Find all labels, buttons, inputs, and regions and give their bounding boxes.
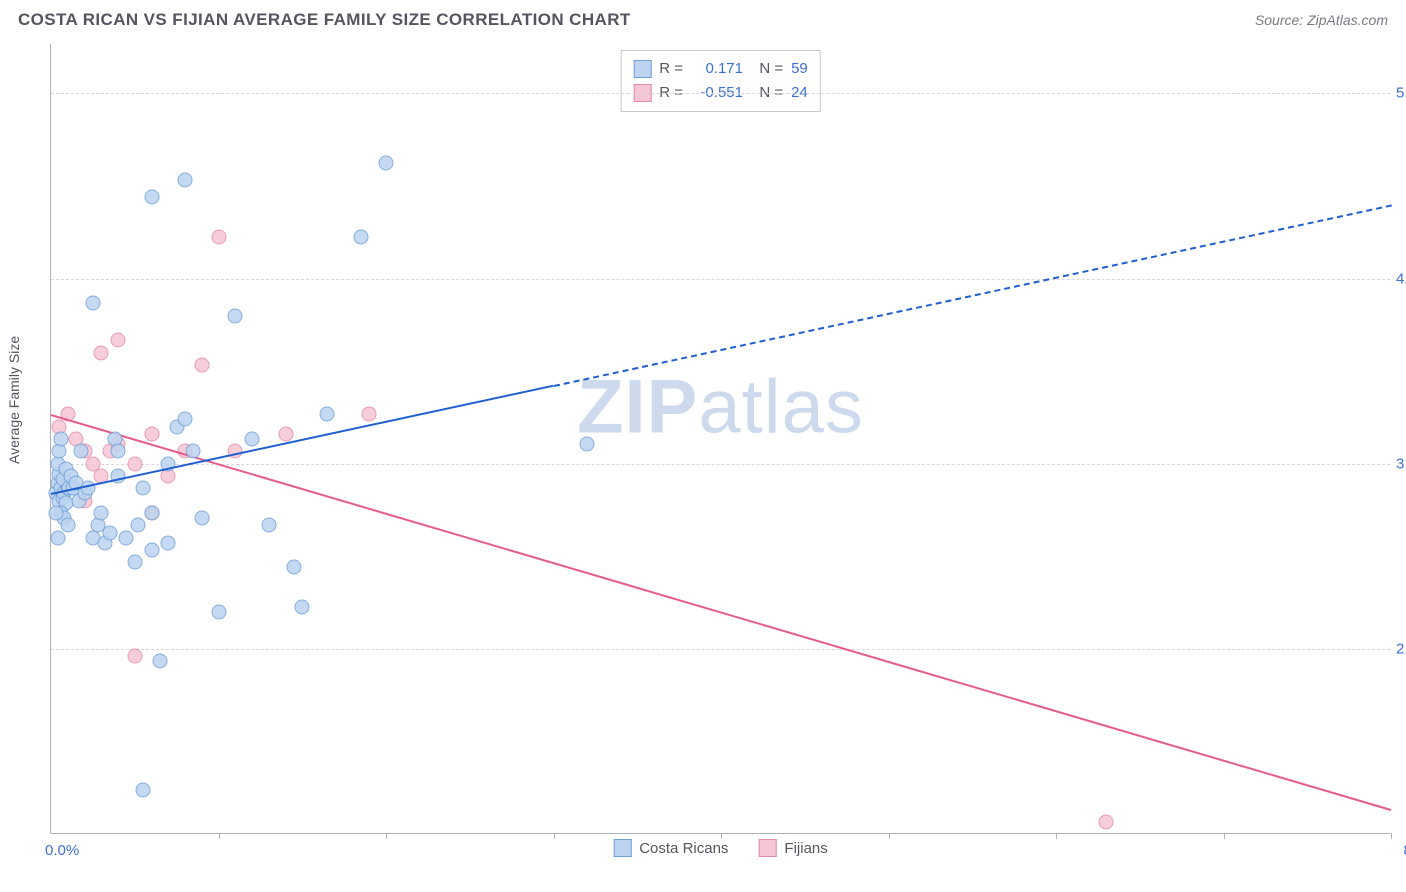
scatter-point-fijians: [111, 333, 126, 348]
gridline: [51, 93, 1390, 94]
gridline: [51, 279, 1390, 280]
scatter-point-costa_ricans: [353, 229, 368, 244]
scatter-point-costa_ricans: [152, 654, 167, 669]
scatter-point-costa_ricans: [286, 560, 301, 575]
scatter-point-costa_ricans: [136, 782, 151, 797]
x-tick: [1224, 833, 1225, 839]
scatter-point-costa_ricans: [178, 172, 193, 187]
scatter-point-costa_ricans: [211, 604, 226, 619]
scatter-point-costa_ricans: [295, 599, 310, 614]
n-label: N =: [751, 57, 783, 81]
x-tick: [1391, 833, 1392, 839]
watermark-rest: atlas: [698, 364, 864, 449]
scatter-point-fijians: [127, 456, 142, 471]
scatter-point-costa_ricans: [379, 155, 394, 170]
trend-line-costa_ricans: [51, 385, 554, 495]
scatter-point-costa_ricans: [49, 506, 64, 521]
trend-line-fijians: [51, 414, 1392, 811]
watermark: ZIPatlas: [577, 363, 864, 450]
legend-swatch: [758, 839, 776, 857]
y-tick-label: 5.00: [1396, 85, 1406, 102]
scatter-point-costa_ricans: [261, 518, 276, 533]
scatter-point-fijians: [94, 345, 109, 360]
scatter-point-fijians: [211, 229, 226, 244]
legend-swatch: [633, 60, 651, 78]
source-attribution: Source: ZipAtlas.com: [1255, 12, 1388, 28]
legend-swatch: [613, 839, 631, 857]
x-axis-min-label: 0.0%: [45, 842, 79, 859]
legend-item: Fijians: [758, 839, 827, 857]
x-tick: [721, 833, 722, 839]
scatter-point-costa_ricans: [111, 444, 126, 459]
scatter-point-fijians: [144, 427, 159, 442]
scatter-point-fijians: [194, 357, 209, 372]
x-tick: [554, 833, 555, 839]
scatter-point-costa_ricans: [60, 518, 75, 533]
scatter-point-costa_ricans: [102, 525, 117, 540]
scatter-point-fijians: [362, 407, 377, 422]
x-tick: [219, 833, 220, 839]
x-tick: [1056, 833, 1057, 839]
y-tick-label: 3.50: [1396, 455, 1406, 472]
scatter-point-costa_ricans: [144, 543, 159, 558]
scatter-point-costa_ricans: [320, 407, 335, 422]
gridline: [51, 464, 1390, 465]
x-tick: [889, 833, 890, 839]
header: COSTA RICAN VS FIJIAN AVERAGE FAMILY SIZ…: [0, 0, 1406, 34]
gridline: [51, 649, 1390, 650]
r-label: R =: [659, 57, 683, 81]
chart-title: COSTA RICAN VS FIJIAN AVERAGE FAMILY SIZ…: [18, 10, 631, 30]
trend-line-costa_ricans: [553, 204, 1391, 386]
y-tick-label: 4.25: [1396, 270, 1406, 287]
scatter-point-costa_ricans: [144, 506, 159, 521]
scatter-point-fijians: [278, 427, 293, 442]
scatter-point-costa_ricans: [85, 296, 100, 311]
scatter-point-costa_ricans: [194, 511, 209, 526]
y-tick-label: 2.75: [1396, 640, 1406, 657]
legend-label: Costa Ricans: [639, 840, 728, 857]
scatter-point-costa_ricans: [74, 444, 89, 459]
scatter-point-costa_ricans: [127, 555, 142, 570]
scatter-point-costa_ricans: [144, 190, 159, 205]
legend-row: R = 0.171 N = 59: [633, 57, 808, 81]
scatter-point-costa_ricans: [580, 436, 595, 451]
series-legend: Costa Ricans Fijians: [613, 839, 828, 857]
legend-label: Fijians: [784, 840, 827, 857]
scatter-point-costa_ricans: [94, 506, 109, 521]
scatter-point-costa_ricans: [161, 535, 176, 550]
scatter-point-costa_ricans: [228, 308, 243, 323]
correlation-legend: R =0.171 N = 59R =-0.551 N = 24: [620, 50, 821, 112]
scatter-point-costa_ricans: [186, 444, 201, 459]
scatter-point-costa_ricans: [136, 481, 151, 496]
plot-area: ZIPatlas R =0.171 N = 59R =-0.551 N = 24…: [50, 44, 1390, 834]
legend-item: Costa Ricans: [613, 839, 728, 857]
chart-container: Average Family Size ZIPatlas R = 0.171 N …: [0, 34, 1406, 884]
x-tick: [386, 833, 387, 839]
scatter-point-costa_ricans: [50, 530, 65, 545]
r-value: 0.171: [691, 57, 743, 81]
scatter-point-costa_ricans: [119, 530, 134, 545]
scatter-point-costa_ricans: [131, 518, 146, 533]
scatter-point-costa_ricans: [178, 412, 193, 427]
n-value: 59: [791, 57, 808, 81]
y-axis-label: Average Family Size: [6, 336, 22, 464]
scatter-point-fijians: [127, 649, 142, 664]
scatter-point-fijians: [1099, 814, 1114, 829]
scatter-point-costa_ricans: [54, 432, 69, 447]
scatter-point-costa_ricans: [245, 432, 260, 447]
